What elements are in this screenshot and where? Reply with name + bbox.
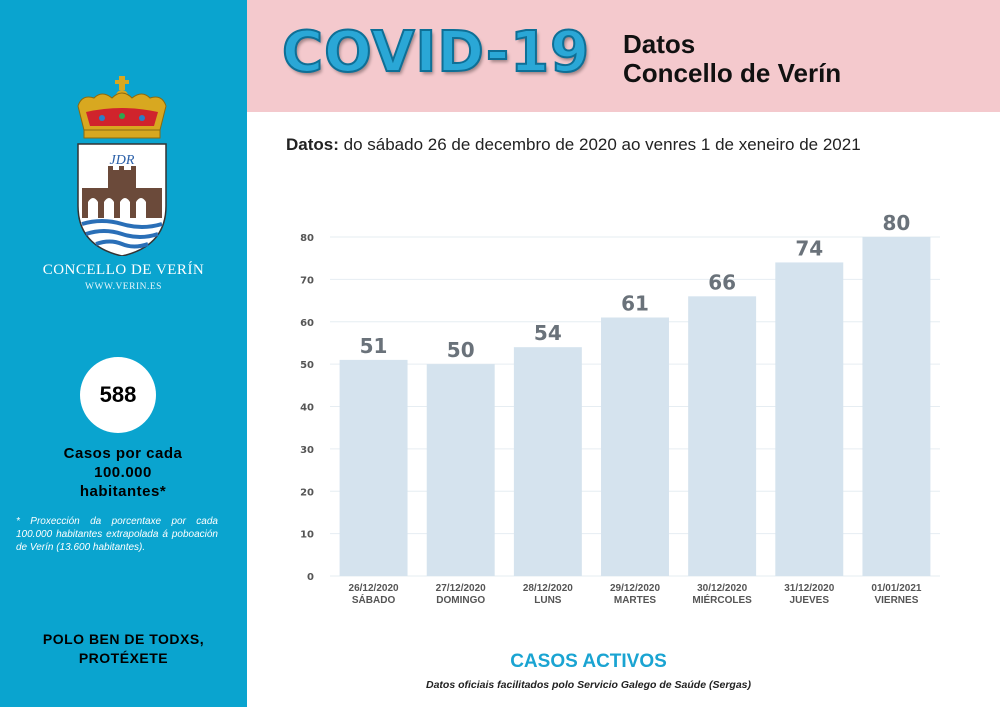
date-range: Datos: do sábado 26 de decembro de 2020 … — [286, 135, 861, 155]
bar-value-label: 61 — [621, 292, 649, 316]
y-tick-label: 20 — [300, 487, 314, 498]
chart-source: Datos oficiais facilitados polo Servicio… — [425, 679, 751, 691]
x-tick-label-day: MIÉRCOLES — [692, 593, 752, 606]
bar — [775, 262, 844, 576]
cases-per-100k-badge: 588 — [80, 357, 156, 433]
chart-title: CASOS ACTIVOS — [510, 651, 667, 672]
x-tick-label-date: 31/12/2020 — [784, 583, 834, 594]
date-range-text: do sábado 26 de decembro de 2020 ao venr… — [343, 135, 861, 154]
bar — [688, 296, 757, 576]
y-tick-label: 80 — [300, 233, 314, 244]
bar-value-label: 80 — [883, 211, 911, 235]
org-name: CONCELLO DE VERÍN — [42, 262, 205, 278]
header-subtitle-line1: Datos — [623, 29, 696, 59]
date-range-label: Datos: — [286, 135, 339, 154]
header-subtitle: Datos Concello de Verín — [623, 30, 841, 88]
cases-per-100k-value: 588 — [99, 382, 137, 407]
x-tick-label-day: MARTES — [614, 595, 657, 606]
slogan: POLO BEN DE TODXS, PROTÉXETE — [42, 631, 205, 666]
y-tick-label: 10 — [300, 530, 314, 541]
bar-value-label: 66 — [708, 270, 736, 294]
x-tick-label-day: JUEVES — [790, 595, 830, 606]
bar — [601, 317, 669, 576]
bar — [862, 237, 931, 576]
y-tick-label: 70 — [300, 275, 314, 286]
sidebar: JDR CONCELLO DE VERÍN WWW.VERIN.ES 588 C… — [0, 0, 247, 707]
x-tick-label-date: 26/12/2020 — [349, 583, 399, 594]
x-tick-label-day: DOMINGO — [436, 595, 485, 606]
x-tick-label-day: VIERNES — [874, 595, 918, 606]
bar-value-label: 54 — [534, 321, 562, 345]
x-tick-label-date: 29/12/2020 — [610, 583, 660, 594]
x-tick-label-date: 30/12/2020 — [697, 583, 747, 594]
bar — [513, 347, 582, 576]
bar-value-label: 50 — [447, 338, 475, 362]
bar — [339, 359, 408, 576]
x-tick-label-date: 27/12/2020 — [436, 583, 486, 594]
cases-per-100k-label: Casos por cada 100.000 habitantes* — [63, 445, 183, 500]
x-tick-label-date: 01/01/2021 — [871, 583, 921, 594]
bar-value-label: 74 — [795, 236, 823, 260]
y-tick-label: 0 — [307, 572, 314, 583]
org-website: WWW.VERIN.ES — [85, 282, 162, 292]
coat-of-arms-logo: JDR — [77, 76, 167, 256]
crest-initials: JDR — [110, 153, 135, 168]
y-tick-label: 30 — [300, 445, 314, 456]
y-tick-label: 60 — [300, 318, 314, 329]
bar-value-label: 51 — [360, 334, 388, 358]
x-tick-label-day: LUNS — [534, 595, 562, 606]
header-banner — [247, 0, 1000, 112]
x-tick-label-day: SÁBADO — [352, 593, 396, 606]
bar — [426, 364, 495, 576]
page-title: COVID-19 — [281, 19, 591, 86]
header-subtitle-line2: Concello de Verín — [623, 58, 842, 88]
y-tick-label: 40 — [300, 403, 314, 414]
x-tick-label-date: 28/12/2020 — [523, 583, 573, 594]
footnote: * Proxección da porcentaxe por cada 100.… — [16, 516, 218, 553]
y-tick-label: 50 — [300, 360, 314, 371]
